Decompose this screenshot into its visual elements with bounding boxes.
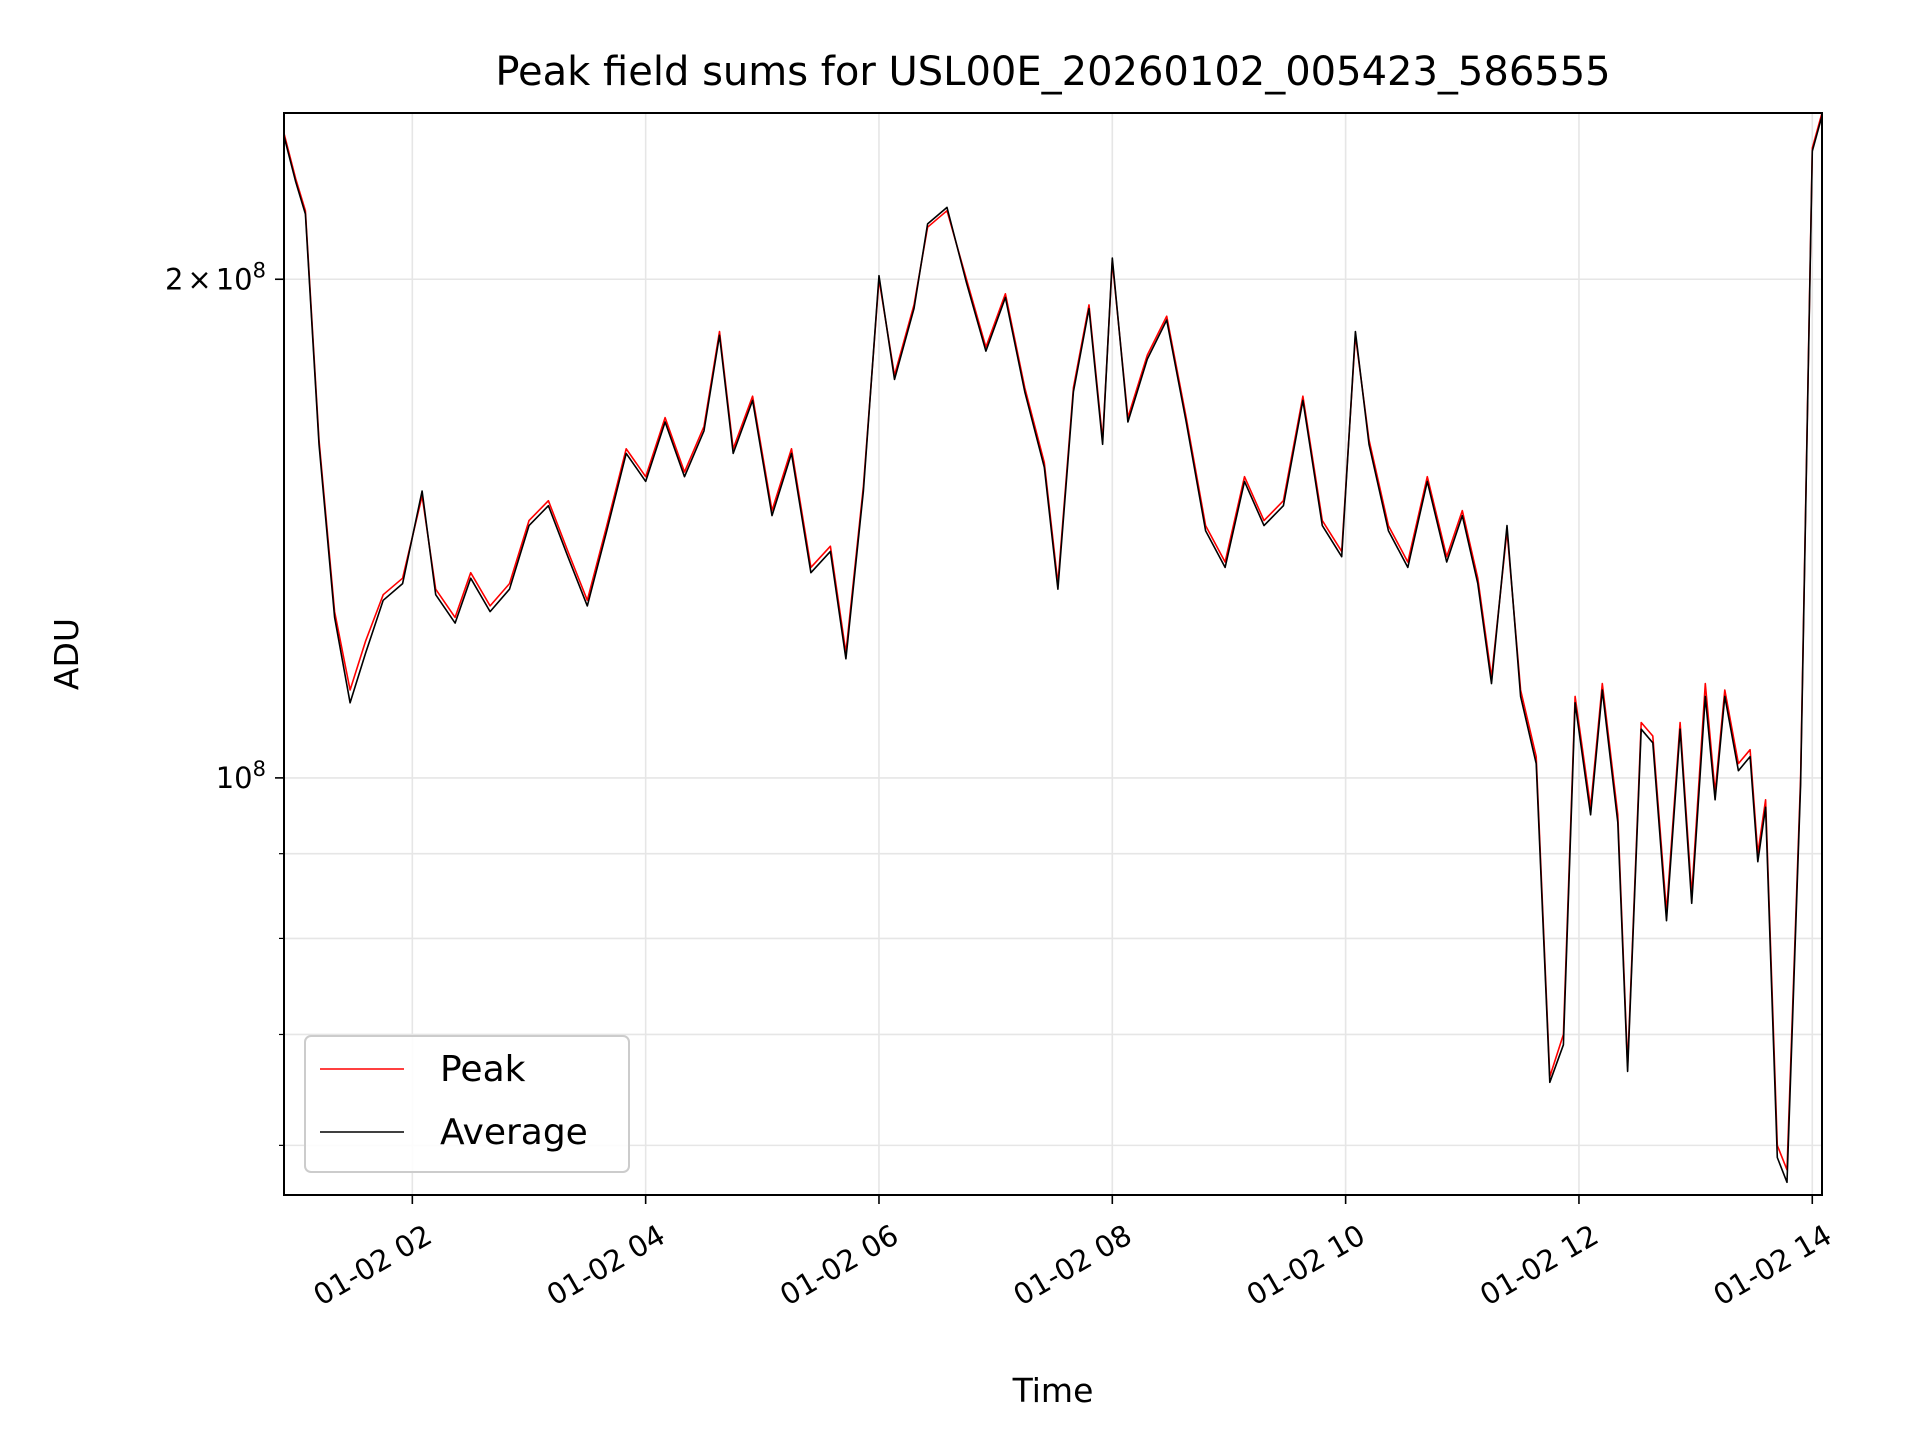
legend-label-peak: Peak bbox=[440, 1049, 526, 1090]
y-tick-exponent: 8 bbox=[253, 757, 266, 781]
y-tick-mantissa: 10 bbox=[216, 761, 253, 795]
plot-area-frame bbox=[283, 112, 1823, 1196]
grid-lines bbox=[284, 113, 1822, 1195]
x-axis-title: Time bbox=[1012, 1371, 1094, 1410]
legend-box bbox=[304, 1035, 630, 1173]
y-tick-base: 2 bbox=[165, 262, 183, 296]
y-tick-label: 2 × 108 bbox=[165, 258, 266, 296]
legend-label-average: Average bbox=[440, 1112, 588, 1153]
series-lines bbox=[284, 113, 1822, 1184]
chart-title: Peak field sums for USL00E_20260102_0054… bbox=[495, 49, 1610, 95]
y-tick-mantissa: 10 bbox=[216, 262, 253, 296]
y-tick-label: 108 bbox=[216, 757, 266, 795]
y-tick-exponent: 8 bbox=[253, 258, 266, 282]
y-tick-times: × bbox=[187, 262, 211, 296]
legend: Peak Average bbox=[304, 1035, 630, 1173]
series-line-average bbox=[284, 115, 1822, 1184]
y-axis-title: ADU bbox=[47, 618, 86, 690]
